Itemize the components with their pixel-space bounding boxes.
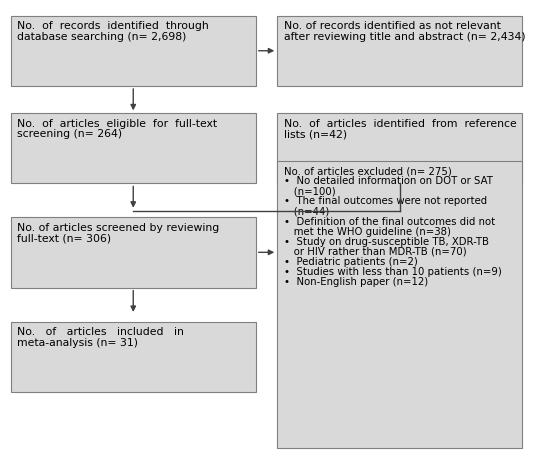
Text: •  No detailed information on DOT or SAT: • No detailed information on DOT or SAT [284, 176, 492, 186]
Text: met the WHO guideline (n=38): met the WHO guideline (n=38) [284, 226, 450, 237]
Text: •  Definition of the final outcomes did not: • Definition of the final outcomes did n… [284, 217, 495, 226]
Text: after reviewing title and abstract (n= 2,434): after reviewing title and abstract (n= 2… [284, 32, 525, 42]
FancyBboxPatch shape [277, 113, 522, 183]
Text: full-text (n= 306): full-text (n= 306) [17, 234, 111, 244]
FancyBboxPatch shape [277, 161, 522, 448]
Text: meta-analysis (n= 31): meta-analysis (n= 31) [17, 338, 138, 348]
Text: •  Study on drug-susceptible TB, XDR-TB: • Study on drug-susceptible TB, XDR-TB [284, 237, 489, 247]
Text: No. of records identified as not relevant: No. of records identified as not relevan… [284, 21, 500, 31]
FancyBboxPatch shape [11, 217, 256, 288]
Text: database searching (n= 2,698): database searching (n= 2,698) [17, 32, 187, 42]
Text: No.  of  records  identified  through: No. of records identified through [17, 21, 209, 31]
FancyBboxPatch shape [11, 113, 256, 183]
Text: lists (n=42): lists (n=42) [284, 130, 346, 140]
FancyBboxPatch shape [277, 16, 522, 86]
Text: No.  of  articles  eligible  for  full-text: No. of articles eligible for full-text [17, 119, 217, 129]
Text: or HIV rather than MDR-TB (n=70): or HIV rather than MDR-TB (n=70) [284, 247, 466, 257]
Text: •  Pediatric patients (n=2): • Pediatric patients (n=2) [284, 257, 417, 267]
Text: •  Non-English paper (n=12): • Non-English paper (n=12) [284, 277, 428, 287]
Text: •  The final outcomes were not reported: • The final outcomes were not reported [284, 197, 487, 207]
FancyBboxPatch shape [11, 322, 256, 392]
Text: screening (n= 264): screening (n= 264) [17, 130, 122, 140]
Text: No. of articles excluded (n= 275): No. of articles excluded (n= 275) [284, 166, 451, 176]
Text: No. of articles screened by reviewing: No. of articles screened by reviewing [17, 223, 219, 233]
Text: No.   of   articles   included   in: No. of articles included in [17, 327, 184, 337]
Text: •  Studies with less than 10 patients (n=9): • Studies with less than 10 patients (n=… [284, 267, 502, 277]
Text: (n=44): (n=44) [284, 207, 329, 217]
FancyBboxPatch shape [11, 16, 256, 86]
Text: No.  of  articles  identified  from  reference: No. of articles identified from referenc… [284, 119, 516, 129]
Text: (n=100): (n=100) [284, 186, 335, 197]
